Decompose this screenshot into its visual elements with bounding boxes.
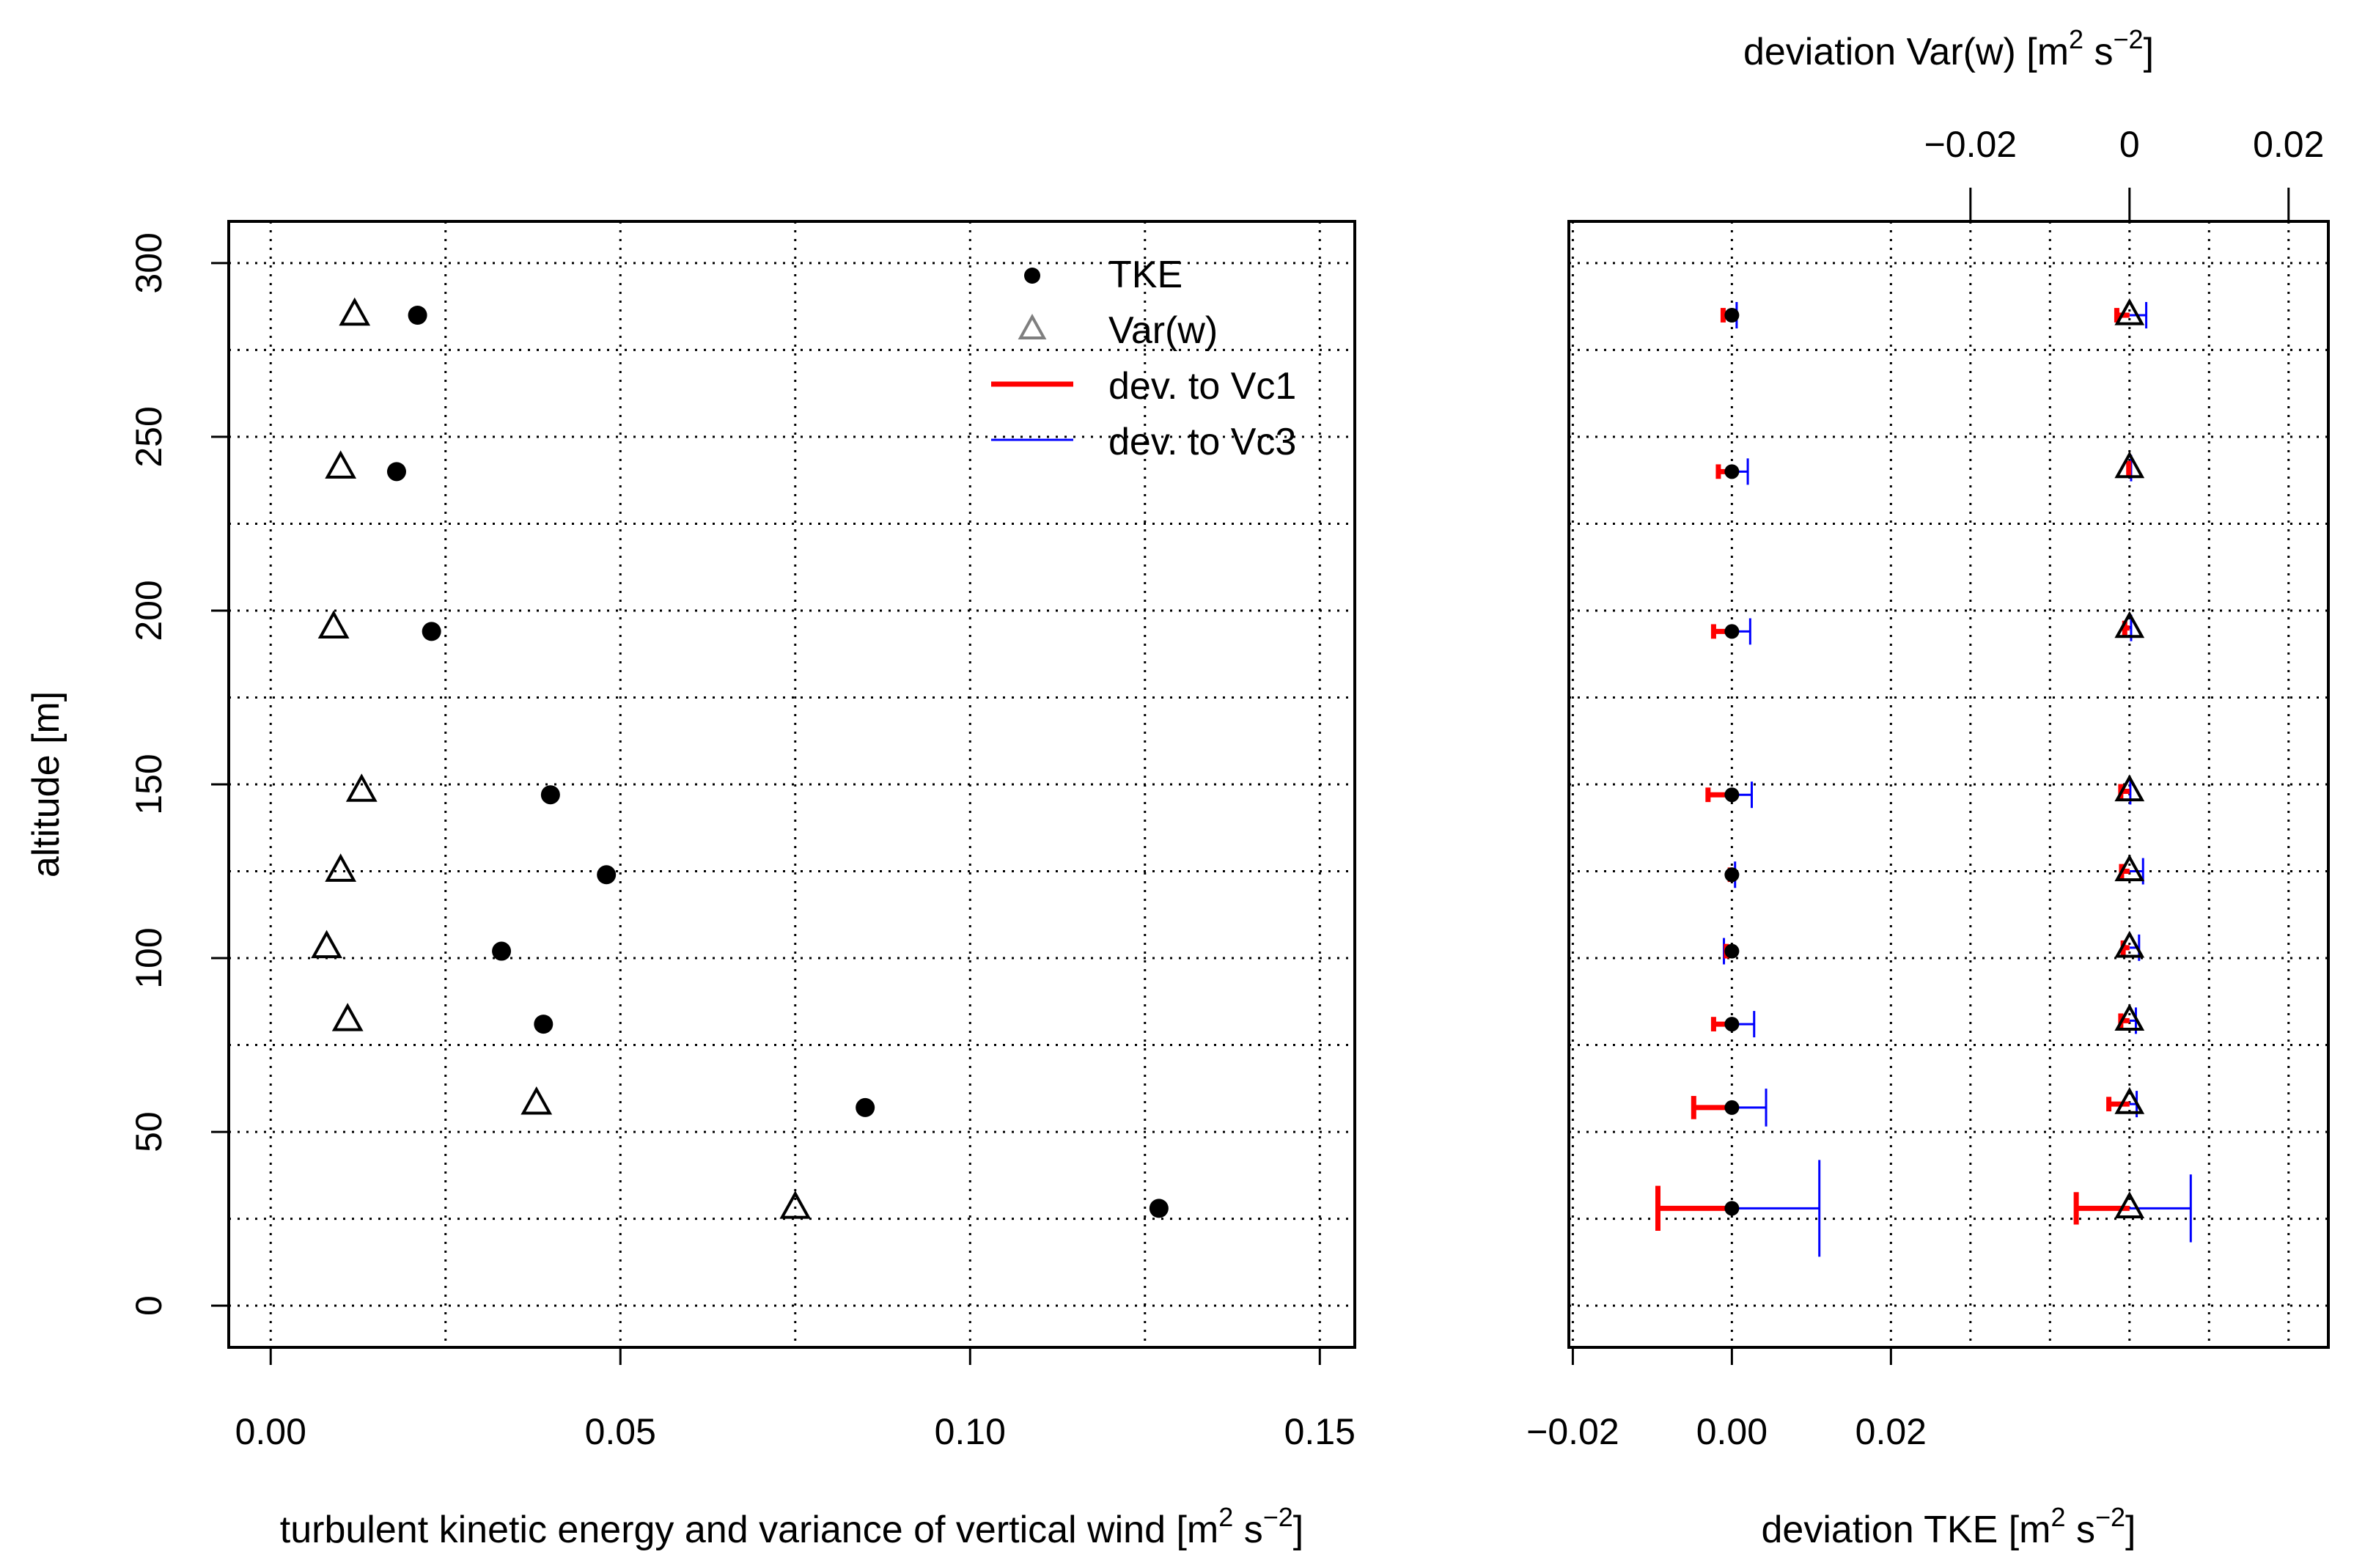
right-top-x-tick-label: −0.02 bbox=[1924, 124, 2018, 165]
varw-deviation-point bbox=[2114, 1004, 2145, 1031]
varw-deviation-point bbox=[2114, 1087, 2145, 1114]
left-y-tick-label: 50 bbox=[128, 1111, 169, 1152]
left-y-tick-label: 150 bbox=[128, 754, 169, 814]
varw-deviation-point bbox=[2114, 1191, 2145, 1218]
legend-tke-marker bbox=[1024, 268, 1040, 284]
left-y-tick-label: 300 bbox=[128, 232, 169, 293]
tke-point bbox=[492, 941, 512, 961]
right-data-marks bbox=[1655, 298, 2192, 1257]
left-x-tick-label: 0.05 bbox=[585, 1411, 656, 1452]
tke-deviation-point bbox=[1724, 943, 1740, 959]
left-x-tick-label: 0.15 bbox=[1284, 1411, 1356, 1452]
tke-deviation-point bbox=[1724, 1100, 1740, 1115]
tke-deviation-point bbox=[1724, 867, 1740, 883]
tke-deviation-point bbox=[1724, 624, 1740, 639]
right-top-x-tick-label: 0.02 bbox=[2253, 124, 2324, 165]
tke-point bbox=[856, 1097, 875, 1117]
legend-label: TKE bbox=[1108, 254, 1182, 296]
right-panel: −0.02 0.00 0.02 −0.02 0 0.02 deviation TKE [… bbox=[1526, 24, 2330, 1551]
varw-point bbox=[339, 297, 371, 326]
right-bottom-x-tick-label: −0.02 bbox=[1526, 1411, 1619, 1452]
tke-deviation-point bbox=[1724, 464, 1740, 479]
right-bottom-x-tick-label: 0.00 bbox=[1696, 1411, 1768, 1452]
right-top-x-tick-label: 0 bbox=[2119, 124, 2140, 165]
right-gridlines bbox=[1569, 221, 2328, 1347]
varw-deviation-point bbox=[2114, 930, 2145, 958]
tke-point bbox=[386, 462, 406, 482]
varw-point bbox=[317, 610, 350, 638]
right-bottom-x-tick-label: 0.02 bbox=[1855, 1411, 1927, 1452]
left-x-axis: 0.00 0.05 0.10 0.15 bbox=[235, 1346, 1356, 1452]
left-y-tick-label: 100 bbox=[128, 927, 169, 988]
tke-deviation-point bbox=[1724, 787, 1740, 803]
legend-label: Var(w) bbox=[1108, 309, 1218, 352]
tke-point bbox=[408, 306, 427, 325]
varw-deviation-point bbox=[2114, 298, 2145, 325]
left-y-tick-label: 250 bbox=[128, 406, 169, 467]
varw-point bbox=[325, 853, 357, 882]
left-y-tick-label: 200 bbox=[128, 580, 169, 641]
varw-deviation-point bbox=[2114, 854, 2145, 882]
left-data-marks bbox=[311, 297, 1169, 1219]
legend-varw-marker bbox=[1018, 314, 1047, 339]
left-panel: 0.00 0.05 0.10 0.15 0 50 100 150 200 250 300 TKE V… bbox=[25, 220, 1356, 1551]
tke-deviation-point bbox=[1724, 308, 1740, 323]
varw-deviation-point bbox=[2114, 451, 2145, 479]
legend: TKE Var(w) dev. to Vc1 dev. to Vc3 bbox=[991, 254, 1296, 463]
tke-point bbox=[540, 785, 560, 805]
varw-point bbox=[311, 930, 342, 959]
legend-label: dev. to Vc1 bbox=[1108, 365, 1296, 408]
left-x-axis-title: turbulent kinetic energy and variance of… bbox=[280, 1502, 1303, 1551]
right-plot-frame bbox=[1567, 220, 2330, 1349]
tke-point bbox=[534, 1015, 553, 1034]
right-top-x-axis-title: deviation Var(w) [m2 s−2] bbox=[1743, 24, 2154, 73]
tke-point bbox=[1149, 1199, 1169, 1218]
varw-point bbox=[345, 773, 378, 802]
left-y-axis-title: altitude [m] bbox=[25, 691, 67, 877]
varw-point bbox=[325, 450, 357, 479]
left-x-tick-label: 0.00 bbox=[235, 1411, 306, 1452]
right-bottom-x-axis-title: deviation TKE [m2 s−2] bbox=[1762, 1502, 2136, 1551]
tke-point bbox=[422, 622, 441, 641]
tke-deviation-point bbox=[1724, 1201, 1740, 1216]
varw-point bbox=[331, 1003, 364, 1031]
left-y-axis: 0 50 100 150 200 250 300 bbox=[128, 232, 229, 1316]
tke-deviation-point bbox=[1724, 1017, 1740, 1032]
varw-point bbox=[521, 1086, 553, 1115]
legend-label: dev. to Vc3 bbox=[1108, 421, 1296, 463]
varw-deviation-point bbox=[2114, 611, 2145, 638]
varw-deviation-point bbox=[2114, 774, 2145, 802]
left-y-tick-label: 0 bbox=[128, 1295, 169, 1316]
left-x-tick-label: 0.10 bbox=[935, 1411, 1006, 1452]
tke-point bbox=[597, 865, 617, 885]
varw-point bbox=[779, 1190, 812, 1219]
right-bottom-x-axis: −0.02 0.00 0.02 bbox=[1526, 1346, 1927, 1452]
left-gridlines bbox=[229, 221, 1355, 1347]
right-top-x-axis: −0.02 0 0.02 bbox=[1924, 124, 2324, 223]
